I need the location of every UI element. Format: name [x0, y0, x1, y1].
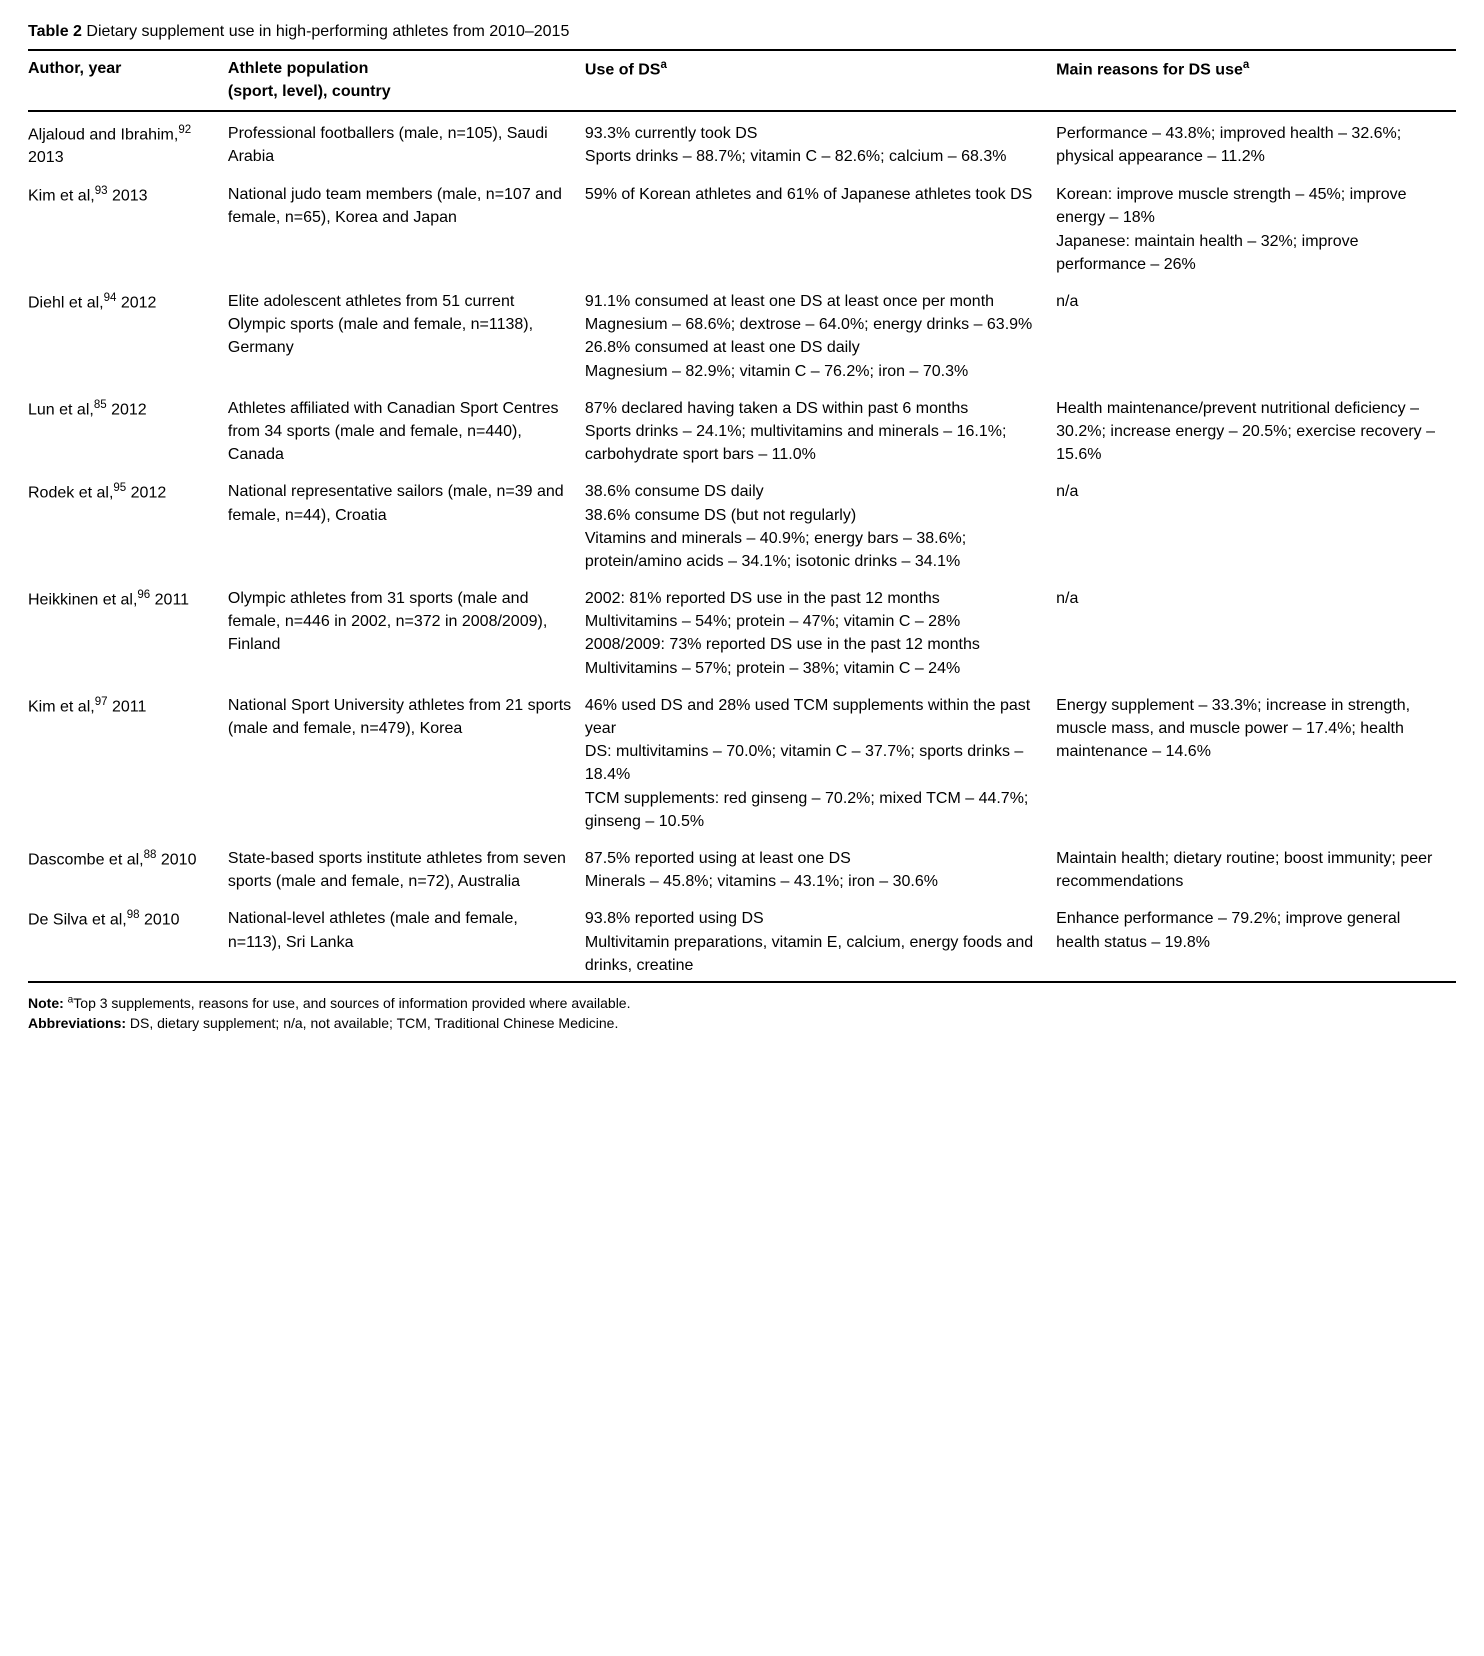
reasons-cell: Health maintenance/prevent nutritional d…: [1056, 387, 1456, 471]
table-row: Kim et al,97 2011National Sport Universi…: [28, 684, 1456, 837]
author-cell: Diehl et al,94 2012: [28, 280, 228, 387]
population-cell: Athletes affiliated with Canadian Sport …: [228, 387, 585, 471]
table-row: Rodek et al,95 2012National representati…: [28, 470, 1456, 577]
note-line: Note: aTop 3 supplements, reasons for us…: [28, 993, 1456, 1013]
title-rest: Dietary supplement use in high-performin…: [82, 23, 569, 40]
abbrev-text: DS, dietary supplement; n/a, not availab…: [126, 1015, 618, 1031]
population-cell: National judo team members (male, n=107 …: [228, 173, 585, 280]
col-reasons: Main reasons for DS usea: [1056, 50, 1456, 110]
use-cell: 87% declared having taken a DS within pa…: [585, 387, 1056, 471]
reasons-cell: n/a: [1056, 280, 1456, 387]
table-body: Aljaloud and Ibrahim,92 2013Professional…: [28, 111, 1456, 982]
table-row: Heikkinen et al,96 2011Olympic athletes …: [28, 577, 1456, 684]
use-cell: 93.3% currently took DSSports drinks – 8…: [585, 111, 1056, 174]
population-cell: Elite adolescent athletes from 51 curren…: [228, 280, 585, 387]
author-cell: Dascombe et al,88 2010: [28, 837, 228, 897]
col-use-text: Use of DS: [585, 62, 661, 79]
reasons-cell: n/a: [1056, 577, 1456, 684]
table-row: Aljaloud and Ibrahim,92 2013Professional…: [28, 111, 1456, 174]
reasons-cell: Performance – 43.8%; improved health – 3…: [1056, 111, 1456, 174]
population-cell: State-based sports institute athletes fr…: [228, 837, 585, 897]
use-cell: 93.8% reported using DSMultivitamin prep…: [585, 897, 1056, 982]
col-reasons-sup: a: [1243, 59, 1249, 71]
title-lead: Table 2: [28, 23, 82, 40]
reasons-cell: Enhance performance – 79.2%; improve gen…: [1056, 897, 1456, 982]
use-cell: 2002: 81% reported DS use in the past 12…: [585, 577, 1056, 684]
col-use: Use of DSa: [585, 50, 1056, 110]
reasons-cell: n/a: [1056, 470, 1456, 577]
table-row: De Silva et al,98 2010National-level ath…: [28, 897, 1456, 982]
table-row: Kim et al,93 2013National judo team memb…: [28, 173, 1456, 280]
author-cell: Heikkinen et al,96 2011: [28, 577, 228, 684]
col-reasons-text: Main reasons for DS use: [1056, 62, 1243, 79]
table-title: Table 2 Dietary supplement use in high-p…: [28, 20, 1456, 43]
col-author: Author, year: [28, 50, 228, 110]
abbrev-label: Abbreviations:: [28, 1015, 126, 1031]
author-cell: De Silva et al,98 2010: [28, 897, 228, 982]
author-cell: Aljaloud and Ibrahim,92 2013: [28, 111, 228, 174]
use-cell: 91.1% consumed at least one DS at least …: [585, 280, 1056, 387]
reasons-cell: Energy supplement – 33.3%; increase in s…: [1056, 684, 1456, 837]
use-cell: 87.5% reported using at least one DSMine…: [585, 837, 1056, 897]
note-label: Note:: [28, 995, 64, 1011]
table-row: Diehl et al,94 2012Elite adolescent athl…: [28, 280, 1456, 387]
population-cell: Professional footballers (male, n=105), …: [228, 111, 585, 174]
reasons-cell: Korean: improve muscle strength – 45%; i…: [1056, 173, 1456, 280]
col-population: Athlete population (sport, level), count…: [228, 50, 585, 110]
use-cell: 38.6% consume DS daily38.6% consume DS (…: [585, 470, 1056, 577]
population-cell: National representative sailors (male, n…: [228, 470, 585, 577]
population-cell: Olympic athletes from 31 sports (male an…: [228, 577, 585, 684]
abbrev-line: Abbreviations: DS, dietary supplement; n…: [28, 1013, 1456, 1033]
reasons-cell: Maintain health; dietary routine; boost …: [1056, 837, 1456, 897]
header-row: Author, year Athlete population (sport, …: [28, 50, 1456, 110]
col-population-l2: (sport, level), country: [228, 83, 391, 100]
supplement-table: Author, year Athlete population (sport, …: [28, 49, 1456, 983]
table-notes: Note: aTop 3 supplements, reasons for us…: [28, 993, 1456, 1034]
use-cell: 59% of Korean athletes and 61% of Japane…: [585, 173, 1056, 280]
note-text: Top 3 supplements, reasons for use, and …: [73, 995, 630, 1011]
population-cell: National-level athletes (male and female…: [228, 897, 585, 982]
population-cell: National Sport University athletes from …: [228, 684, 585, 837]
col-population-l1: Athlete population: [228, 60, 368, 77]
table-row: Lun et al,85 2012Athletes affiliated wit…: [28, 387, 1456, 471]
author-cell: Kim et al,97 2011: [28, 684, 228, 837]
author-cell: Kim et al,93 2013: [28, 173, 228, 280]
author-cell: Lun et al,85 2012: [28, 387, 228, 471]
use-cell: 46% used DS and 28% used TCM supplements…: [585, 684, 1056, 837]
col-use-sup: a: [660, 59, 666, 71]
table-row: Dascombe et al,88 2010State-based sports…: [28, 837, 1456, 897]
author-cell: Rodek et al,95 2012: [28, 470, 228, 577]
